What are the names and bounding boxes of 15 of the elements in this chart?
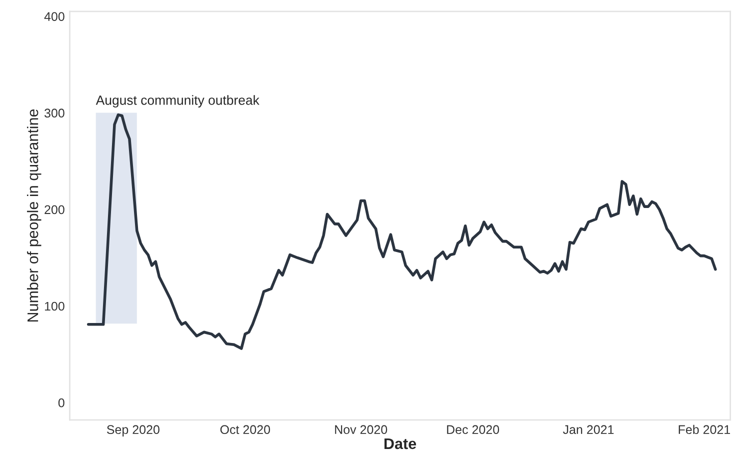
y-tick-label: 0 [58,398,64,408]
line-series [87,113,717,350]
band-label: August community outbreak [96,95,260,108]
y-tick-label: 100 [44,302,64,311]
x-tick-label: Oct 2020 [220,425,270,434]
x-tick-label: Nov 2020 [335,425,388,434]
x-axis-title: Date [384,438,416,450]
y-tick-label: 300 [44,108,64,118]
y-axis-title: Number of people in quarantine [26,109,42,322]
x-tick-label: Sep 2020 [106,425,160,436]
y-tick-label: 400 [44,12,64,21]
x-tick-label: Feb 2021 [678,424,730,434]
y-tick-label: 200 [44,205,64,214]
x-tick-label: Dec 2020 [447,425,500,434]
x-tick-label: Jan 2021 [562,425,614,434]
